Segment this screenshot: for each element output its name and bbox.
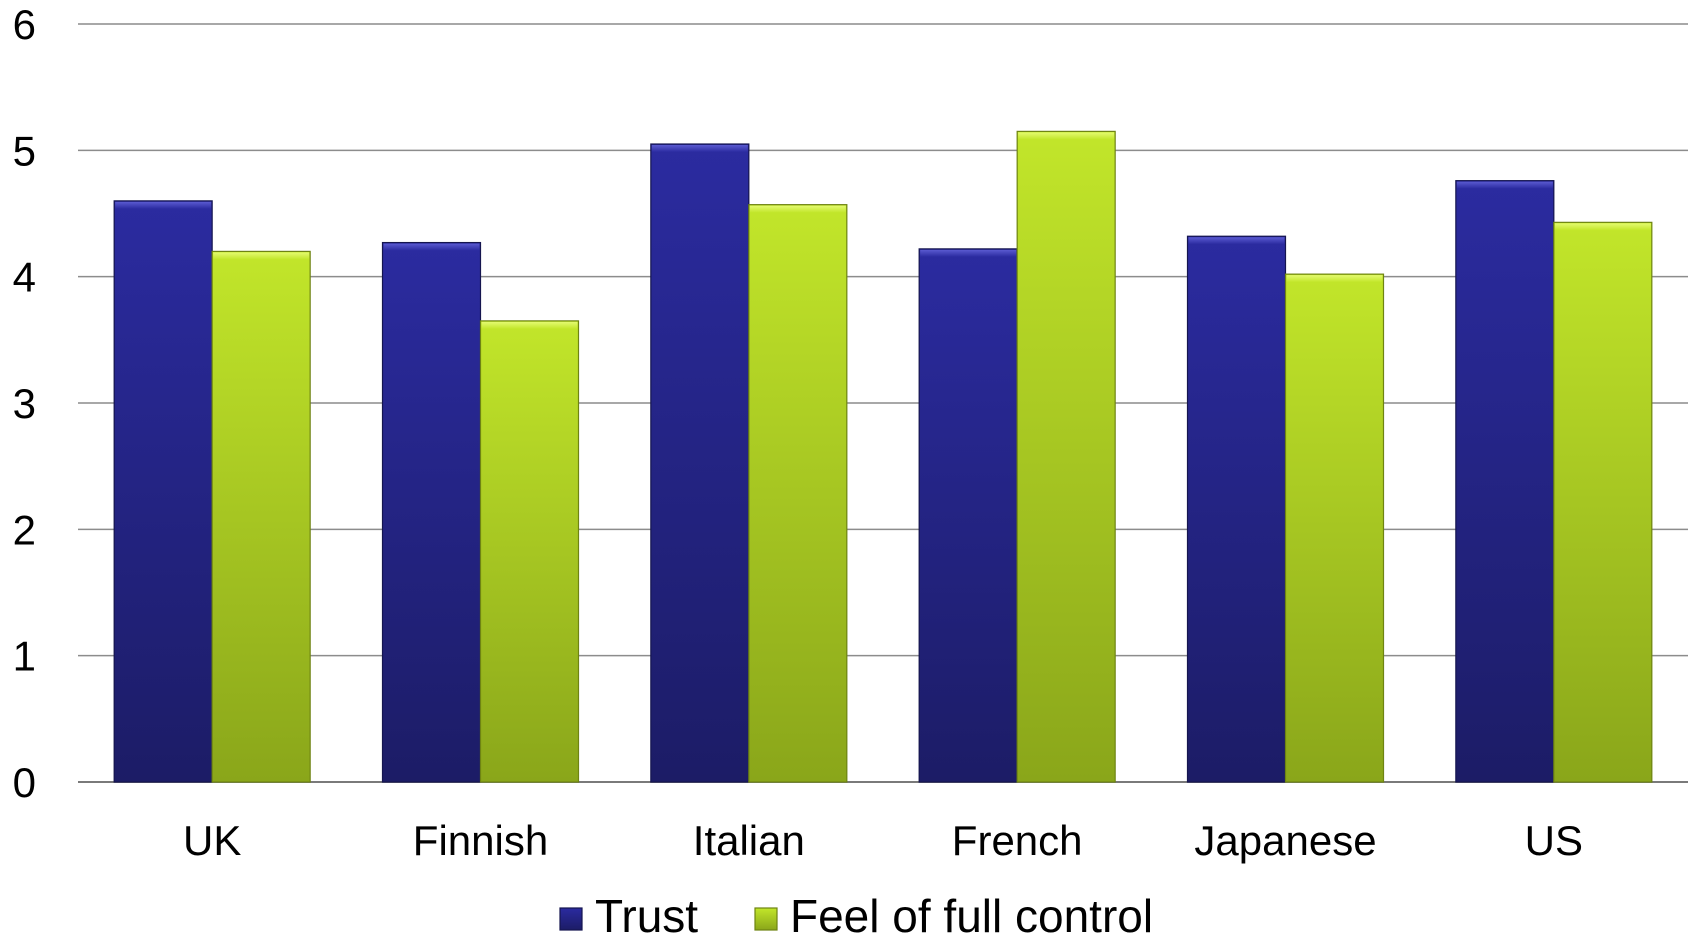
x-tick-label: Italian [693, 817, 805, 864]
bar-feel-of-full-control-finnish [479, 320, 580, 783]
bar-feel-of-full-control-us [1553, 221, 1653, 783]
bar-trust-uk [113, 200, 213, 783]
bar-bevel [213, 252, 310, 260]
bar-feel-of-full-control-italian [748, 204, 848, 783]
legend-label: Feel of full control [790, 890, 1153, 938]
x-tick-label: UK [183, 817, 241, 864]
legend-swatch-control [754, 907, 778, 931]
bar-feel-of-full-control-french [1016, 130, 1116, 783]
y-tick-label: 2 [13, 506, 36, 553]
legend-label: Trust [595, 890, 698, 938]
legend-swatch-trust [559, 907, 583, 931]
bar-trust-french [918, 248, 1018, 783]
bar-trust-japanese [1186, 235, 1287, 783]
gridlines [78, 23, 1688, 783]
bar-bevel [115, 201, 212, 209]
bar-bevel [1456, 181, 1553, 189]
bar-bevel [749, 205, 846, 213]
bar-bevel [1554, 223, 1651, 231]
y-axis-ticks: 0 1 2 3 4 5 6 [13, 1, 36, 806]
bar-bevel [1286, 275, 1383, 283]
bar-bevel [651, 145, 748, 153]
y-tick-label: 4 [13, 254, 36, 301]
bar-feel-of-full-control-japanese [1284, 273, 1385, 783]
y-tick-label: 1 [13, 633, 36, 680]
bar-bevel [481, 321, 578, 329]
bars [113, 130, 1653, 783]
legend: Trust Feel of full control [559, 890, 1153, 938]
x-axis-labels: UK Finnish Italian French Japanese US [183, 817, 1583, 864]
y-tick-label: 3 [13, 380, 36, 427]
bar-bevel [1188, 237, 1285, 245]
bar-trust-us [1455, 180, 1555, 783]
bar-bevel [1018, 132, 1115, 140]
y-tick-label: 6 [13, 1, 36, 48]
bar-bevel [920, 249, 1017, 257]
x-tick-label: Japanese [1194, 817, 1376, 864]
y-tick-label: 5 [13, 127, 36, 174]
x-tick-label: US [1525, 817, 1583, 864]
bar-bevel [383, 243, 480, 251]
y-tick-label: 0 [13, 759, 36, 806]
bar-trust-finnish [381, 241, 482, 783]
x-tick-label: French [952, 817, 1083, 864]
bar-trust-italian [650, 143, 750, 783]
x-tick-label: Finnish [413, 817, 548, 864]
bar-feel-of-full-control-uk [211, 250, 311, 783]
